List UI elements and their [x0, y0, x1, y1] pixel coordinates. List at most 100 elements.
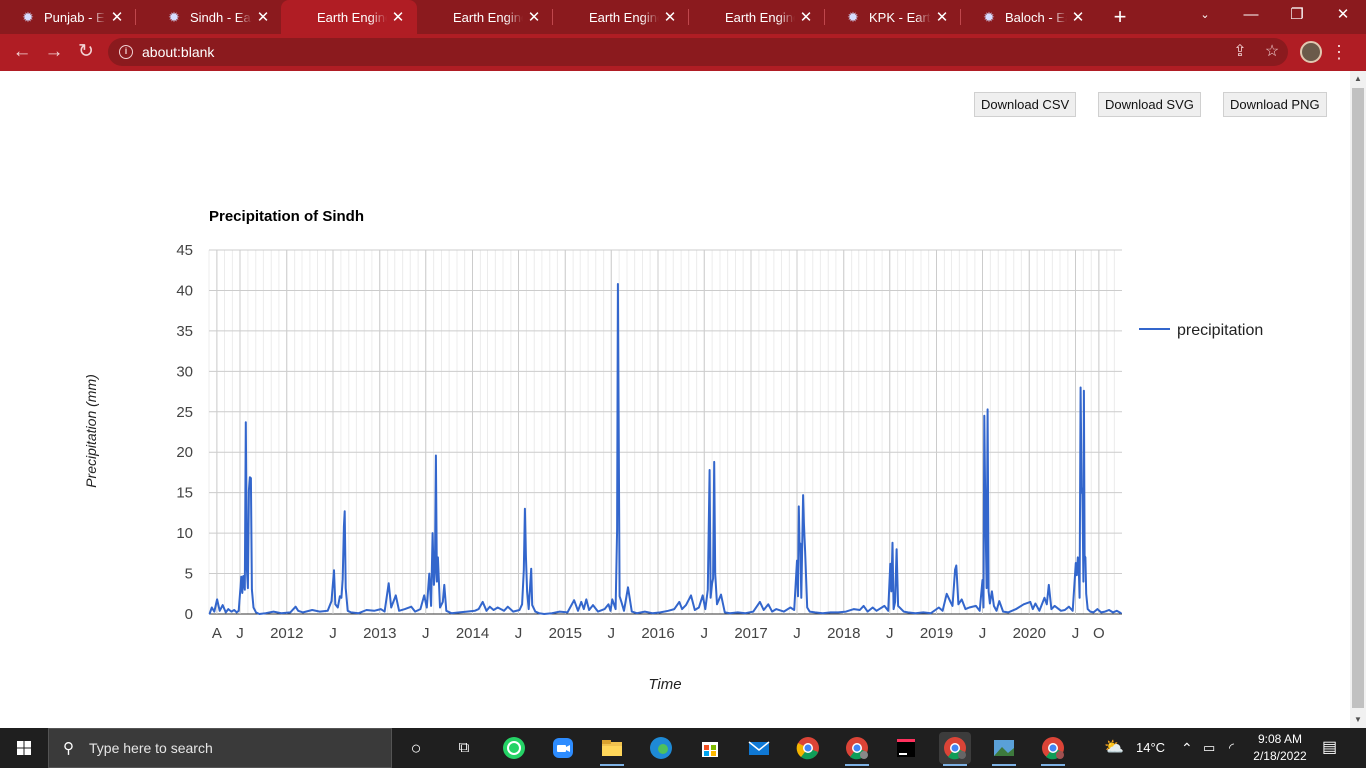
data-point: [867, 610, 869, 613]
tab-punjab[interactable]: ✹ Punjab - Earth Engine Code Editor ✕: [0, 0, 136, 34]
y-tick-label: 10: [176, 525, 193, 542]
wifi-icon[interactable]: ◜: [1229, 740, 1235, 755]
start-button[interactable]: [0, 728, 48, 768]
close-window-button[interactable]: ✕: [1336, 6, 1350, 23]
chrome-profile-2-icon[interactable]: [1037, 732, 1069, 766]
data-point: [1032, 608, 1034, 610]
store-icon[interactable]: [694, 732, 726, 764]
back-arrow-icon[interactable]: ←: [12, 41, 32, 62]
data-point: [991, 590, 993, 592]
data-point: [627, 586, 629, 588]
chevron-up-icon[interactable]: ⌃: [1181, 740, 1193, 756]
restore-button[interactable]: ❐: [1290, 6, 1304, 23]
tab-earth-engine-chart-4[interactable]: Earth Engine Chart ✕: [689, 0, 825, 34]
share-icon[interactable]: ⇪: [1233, 43, 1247, 60]
data-point: [525, 555, 527, 557]
taskbar-search-box[interactable]: ⚲ Type here to search: [48, 728, 392, 768]
data-point: [1034, 602, 1036, 605]
profile-avatar[interactable]: [1300, 41, 1322, 63]
battery-icon[interactable]: ▭: [1203, 740, 1216, 755]
tab-baloch[interactable]: ✹ Baloch - Earth Engine Code Editor ✕: [961, 0, 1097, 34]
chrome-icon[interactable]: [792, 732, 824, 764]
data-point: [690, 594, 692, 596]
x-tick-label: J: [793, 625, 801, 642]
data-point: [644, 610, 646, 613]
data-point: [450, 612, 453, 614]
clock-time: 9:08 AM: [1257, 732, 1303, 746]
reload-icon[interactable]: ↻: [78, 41, 94, 62]
data-point: [432, 532, 434, 534]
weather-temperature[interactable]: 14°C: [1136, 740, 1166, 755]
data-point: [623, 610, 625, 612]
scroll-up-arrow-icon[interactable]: ▲: [1354, 74, 1362, 83]
data-point: [430, 605, 432, 607]
task-view-icon[interactable]: ⧉: [458, 739, 470, 756]
close-icon[interactable]: ✕: [663, 9, 677, 26]
data-point: [252, 606, 255, 609]
forward-arrow-icon[interactable]: →: [44, 41, 64, 62]
chrome-profile-icon[interactable]: [841, 732, 873, 766]
data-point: [708, 469, 711, 471]
page-scrollbar[interactable]: ▲ ▼: [1350, 71, 1366, 728]
url-text: about:blank: [142, 44, 215, 60]
data-point: [889, 563, 891, 565]
data-point: [982, 606, 985, 609]
data-point: [712, 577, 714, 580]
close-icon[interactable]: ✕: [110, 9, 124, 26]
mail-icon[interactable]: [743, 732, 775, 764]
x-tick-label: J: [515, 625, 523, 642]
data-point: [233, 609, 235, 611]
edge-icon[interactable]: [645, 732, 677, 764]
tab-sindh[interactable]: ✹ Sindh - Earth Engine Code Editor ✕: [146, 0, 282, 34]
zoom-icon[interactable]: [547, 732, 579, 764]
whatsapp-icon[interactable]: [498, 732, 530, 764]
scroll-down-arrow-icon[interactable]: ▼: [1354, 715, 1362, 724]
download-png-button[interactable]: Download PNG: [1223, 92, 1327, 117]
data-point: [1007, 611, 1009, 613]
data-point: [636, 612, 638, 614]
x-tick-label: J: [236, 625, 244, 642]
info-icon[interactable]: i: [119, 45, 133, 59]
data-point: [798, 505, 800, 508]
windows-logo-icon: [17, 741, 31, 755]
data-point: [573, 599, 575, 601]
data-point: [528, 608, 530, 610]
cortana-icon[interactable]: ○: [410, 738, 422, 758]
data-point: [1064, 609, 1066, 611]
intellij-icon[interactable]: [890, 732, 922, 764]
scrollbar-thumb[interactable]: [1352, 88, 1364, 708]
photos-icon[interactable]: [988, 732, 1020, 766]
close-icon[interactable]: ✕: [799, 9, 813, 26]
notifications-icon[interactable]: ▤: [1322, 739, 1338, 756]
minimize-button[interactable]: —: [1243, 6, 1259, 23]
data-point: [255, 611, 257, 613]
tab-earth-engine-chart-3[interactable]: Earth Engine Chart ✕: [553, 0, 689, 34]
new-tab-button[interactable]: +: [1113, 4, 1127, 29]
weather-icon[interactable]: ⛅: [1104, 739, 1124, 756]
download-csv-button[interactable]: Download CSV: [974, 92, 1077, 117]
menu-kebab-icon[interactable]: ⋮: [1330, 42, 1348, 62]
taskbar-clock[interactable]: 9:08 AM 2/18/2022: [1245, 731, 1315, 765]
close-icon[interactable]: ✕: [1071, 9, 1085, 26]
data-point: [1046, 603, 1048, 605]
close-icon[interactable]: ✕: [256, 9, 270, 26]
data-point: [588, 609, 590, 611]
data-point: [659, 611, 661, 613]
address-bar[interactable]: i about:blank: [108, 38, 1288, 66]
close-icon[interactable]: ✕: [527, 9, 541, 26]
data-point: [297, 610, 299, 612]
tab-earth-engine-chart-active[interactable]: Earth Engine Chart ✕: [281, 0, 417, 34]
data-point: [244, 589, 246, 591]
download-svg-button[interactable]: Download SVG: [1098, 92, 1201, 117]
earth-engine-icon: ✹: [983, 9, 995, 25]
tab-kpk[interactable]: ✹ KPK - Earth Engine Code Editor ✕: [825, 0, 961, 34]
chrome-active-icon[interactable]: [939, 732, 971, 766]
close-icon[interactable]: ✕: [391, 9, 405, 26]
file-explorer-icon[interactable]: [596, 732, 628, 766]
tab-search-chevron-icon[interactable]: ⌄: [1200, 9, 1210, 21]
bookmark-star-icon[interactable]: ☆: [1264, 43, 1280, 60]
data-point: [1060, 610, 1062, 612]
tab-earth-engine-chart-2[interactable]: Earth Engine Chart ✕: [417, 0, 553, 34]
close-icon[interactable]: ✕: [935, 9, 949, 26]
data-point: [1075, 562, 1077, 564]
